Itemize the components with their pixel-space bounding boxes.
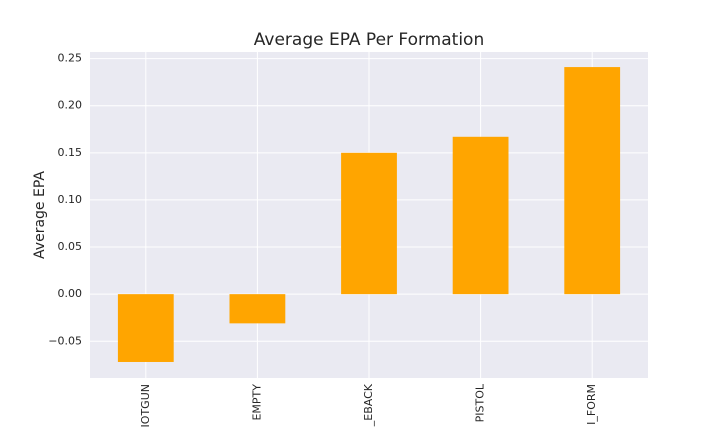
y-tick-label: 0.15 bbox=[58, 146, 83, 159]
bar bbox=[341, 152, 397, 295]
bar bbox=[229, 294, 286, 324]
y-tick-label: 0.20 bbox=[58, 99, 83, 112]
y-tick-label: −0.05 bbox=[48, 334, 82, 347]
x-tick-label: PISTOL bbox=[474, 383, 487, 422]
bar bbox=[452, 136, 509, 295]
y-tick-label: 0.25 bbox=[58, 52, 83, 65]
x-tick-label: IOTGUN bbox=[139, 384, 152, 427]
y-axis-label: Average EPA bbox=[32, 171, 48, 259]
bar bbox=[117, 294, 174, 362]
y-tick-label: 0.10 bbox=[58, 193, 83, 206]
x-tick-label: I_FORM bbox=[585, 384, 598, 425]
x-tick-label: _EBACK bbox=[362, 383, 375, 427]
chart-title: Average EPA Per Formation bbox=[254, 30, 484, 50]
y-tick-label: 0.00 bbox=[58, 287, 83, 300]
y-tick-label: 0.05 bbox=[58, 240, 83, 253]
x-tick-label: EMPTY bbox=[250, 384, 263, 421]
bar bbox=[564, 67, 621, 295]
